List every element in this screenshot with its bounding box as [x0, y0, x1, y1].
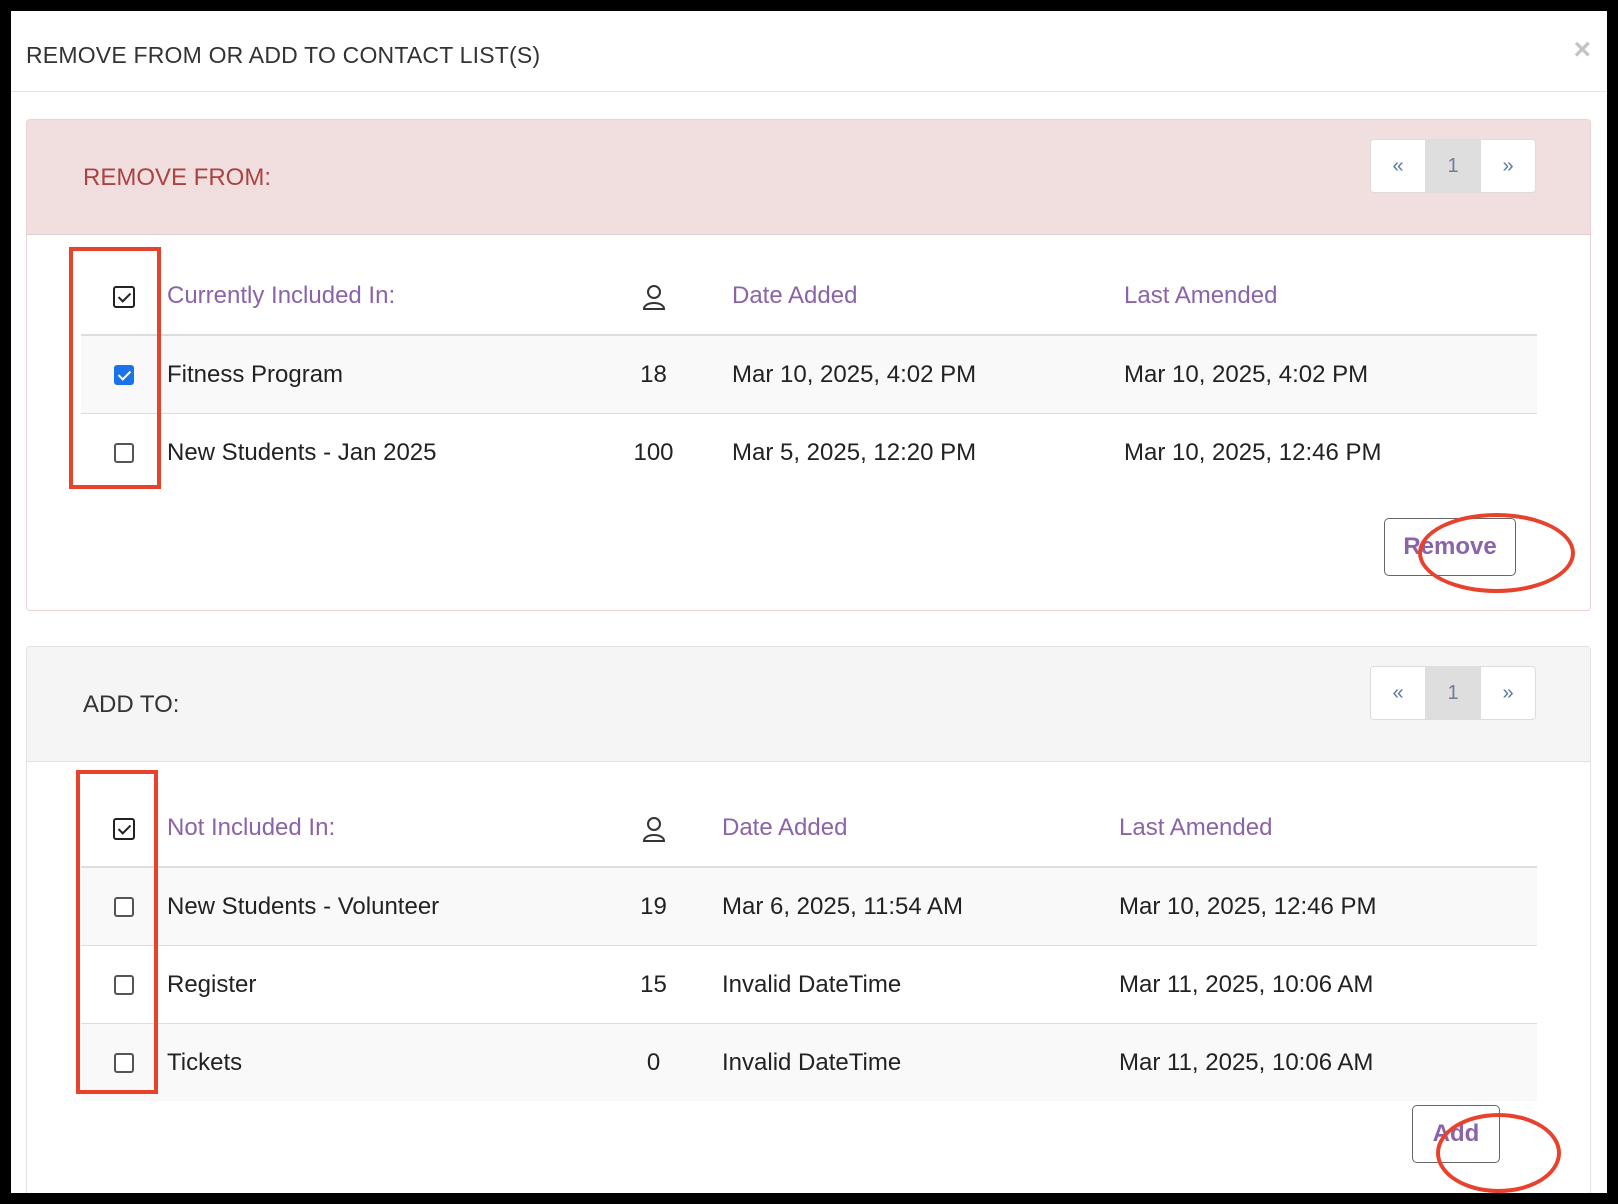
remove-table: Currently Included In: Date Added Last A… — [81, 258, 1537, 491]
pagination-next[interactable]: » — [1480, 140, 1535, 192]
last-amended: Mar 11, 2025, 10:06 AM — [1119, 1023, 1537, 1101]
close-icon[interactable]: × — [1573, 33, 1591, 66]
person-icon — [642, 816, 665, 842]
last-amended: Mar 11, 2025, 10:06 AM — [1119, 945, 1537, 1024]
remove-button[interactable]: Remove — [1384, 518, 1516, 576]
list-count: 15 — [599, 945, 708, 1024]
remove-from-title: REMOVE FROM: — [83, 164, 272, 191]
date-added: Invalid DateTime — [708, 1023, 1119, 1101]
pagination-prev[interactable]: « — [1392, 681, 1404, 704]
row-checkbox[interactable] — [114, 975, 134, 996]
table-row: Tickets 0 Invalid DateTime Mar 11, 2025,… — [81, 1023, 1537, 1101]
remove-pagination: « 1 » — [1370, 139, 1536, 193]
list-count: 100 — [599, 413, 708, 491]
date-added: Mar 5, 2025, 12:20 PM — [708, 413, 1124, 491]
select-all-cell — [81, 790, 167, 868]
col-date-added[interactable]: Date Added — [708, 258, 1124, 336]
select-all-cell — [81, 258, 167, 336]
pagination-next[interactable]: » — [1480, 667, 1535, 719]
table-header-row: Currently Included In: Date Added Last A… — [81, 258, 1537, 336]
modal-header: REMOVE FROM OR ADD TO CONTACT LIST(S) × — [11, 11, 1607, 92]
add-to-panel: ADD TO: « 1 » Not Included In: Date Adde… — [26, 646, 1591, 1193]
last-amended: Mar 10, 2025, 4:02 PM — [1124, 335, 1537, 414]
col-currently-included[interactable]: Currently Included In: — [167, 258, 599, 336]
remove-panel-heading: REMOVE FROM: « 1 » — [27, 120, 1590, 235]
remove-from-panel: REMOVE FROM: « 1 » Currently Included In… — [26, 119, 1591, 611]
col-count — [599, 790, 708, 868]
add-panel-heading: ADD TO: « 1 » — [27, 647, 1590, 762]
add-pagination: « 1 » — [1370, 666, 1536, 720]
row-checkbox[interactable] — [114, 897, 134, 918]
add-table: Not Included In: Date Added Last Amended… — [81, 790, 1537, 1101]
table-row: New Students - Volunteer 19 Mar 6, 2025,… — [81, 867, 1537, 946]
list-name: Tickets — [167, 1023, 599, 1101]
modal-title: REMOVE FROM OR ADD TO CONTACT LIST(S) — [26, 42, 541, 68]
contact-list-modal: REMOVE FROM OR ADD TO CONTACT LIST(S) × … — [11, 11, 1607, 1193]
col-last-amended[interactable]: Last Amended — [1124, 258, 1537, 336]
list-name: Register — [167, 945, 599, 1024]
list-name: New Students - Jan 2025 — [167, 413, 599, 491]
row-checkbox[interactable] — [114, 1053, 134, 1074]
pagination-prev[interactable]: « — [1392, 154, 1404, 177]
col-not-included[interactable]: Not Included In: — [167, 790, 599, 868]
person-icon — [642, 284, 665, 310]
pagination-page[interactable]: 1 — [1425, 140, 1480, 192]
add-button[interactable]: Add — [1412, 1105, 1500, 1163]
list-count: 0 — [599, 1023, 708, 1101]
table-row: Register 15 Invalid DateTime Mar 11, 202… — [81, 945, 1537, 1024]
row-checkbox[interactable] — [114, 365, 134, 386]
table-header-row: Not Included In: Date Added Last Amended — [81, 790, 1537, 868]
add-to-title: ADD TO: — [83, 691, 180, 718]
last-amended: Mar 10, 2025, 12:46 PM — [1124, 413, 1537, 491]
col-date-added[interactable]: Date Added — [708, 790, 1119, 868]
col-last-amended[interactable]: Last Amended — [1119, 790, 1537, 868]
col-count — [599, 258, 708, 336]
pagination-page[interactable]: 1 — [1425, 667, 1480, 719]
date-added: Invalid DateTime — [708, 945, 1119, 1024]
last-amended: Mar 10, 2025, 12:46 PM — [1119, 867, 1537, 946]
row-checkbox[interactable] — [114, 443, 134, 464]
select-all-checkbox[interactable] — [113, 285, 135, 308]
date-added: Mar 10, 2025, 4:02 PM — [708, 335, 1124, 414]
list-name: New Students - Volunteer — [167, 867, 599, 946]
date-added: Mar 6, 2025, 11:54 AM — [708, 867, 1119, 946]
table-row: Fitness Program 18 Mar 10, 2025, 4:02 PM… — [81, 335, 1537, 414]
list-count: 19 — [599, 867, 708, 946]
table-row: New Students - Jan 2025 100 Mar 5, 2025,… — [81, 413, 1537, 491]
list-name: Fitness Program — [167, 335, 599, 414]
select-all-checkbox[interactable] — [113, 817, 135, 840]
list-count: 18 — [599, 335, 708, 414]
